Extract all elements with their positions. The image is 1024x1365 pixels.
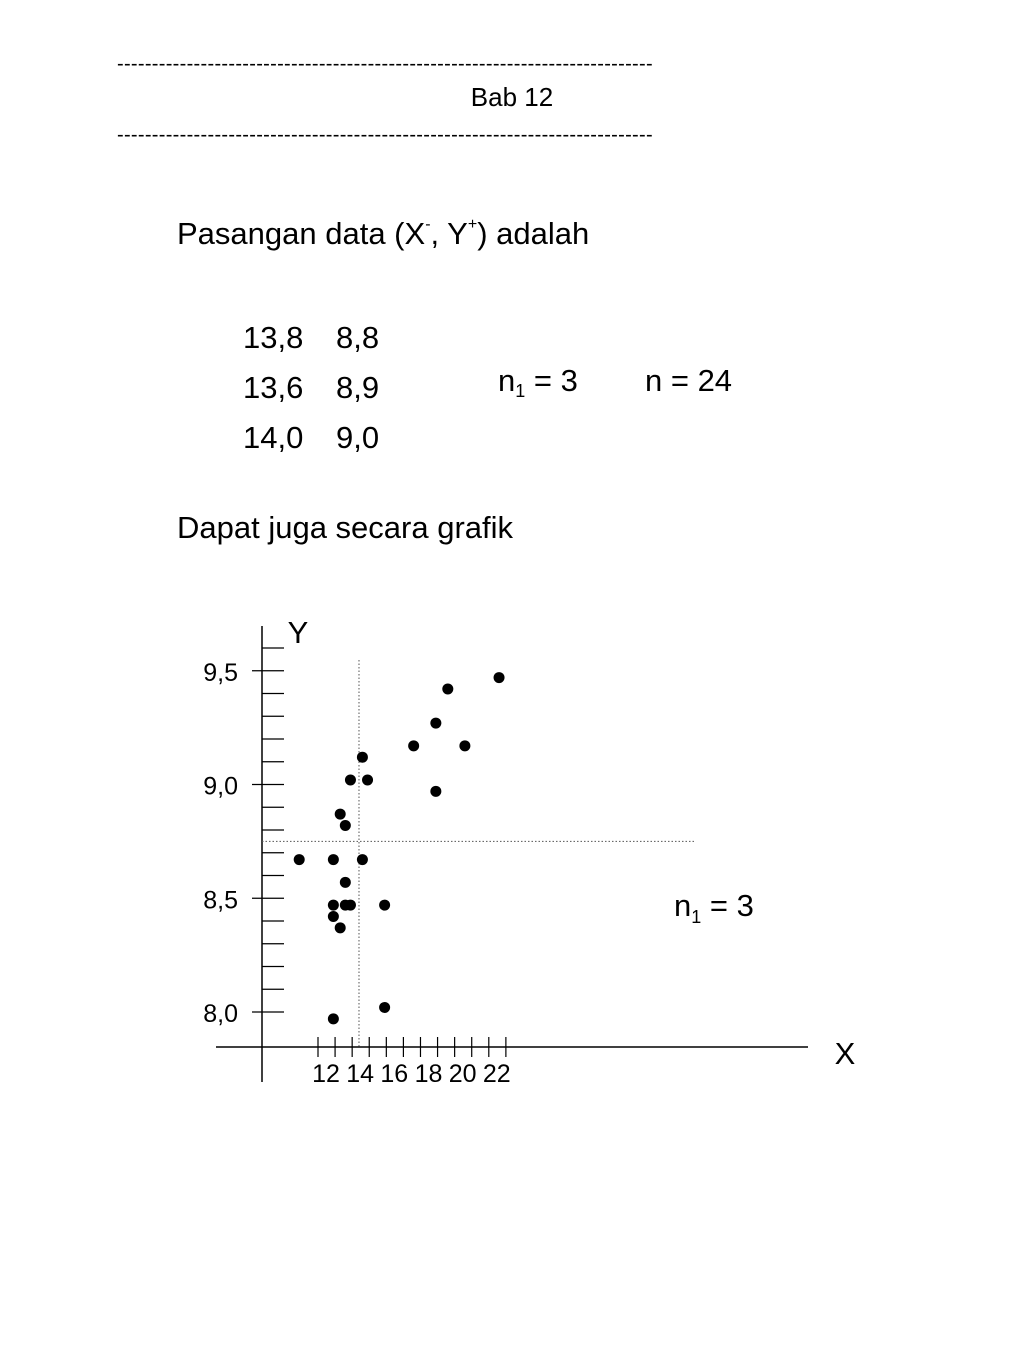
x-tick-label: 22	[483, 1060, 511, 1088]
heading-text-x: Pasangan data (X	[177, 216, 426, 251]
annotation-value: = 3	[701, 888, 754, 923]
pair-row: 14,0 9,0	[243, 413, 379, 463]
data-point	[327, 899, 339, 911]
pair-y: 8,8	[336, 320, 380, 355]
data-point	[379, 899, 391, 911]
data-pairs-list: 13,8 8,8 13,6 8,9 14,0 9,0	[243, 313, 379, 463]
y-axis-label: Y	[288, 615, 309, 650]
data-point	[327, 854, 339, 866]
n1-stat: n1 = 3	[498, 363, 578, 401]
pair-y: 9,0	[336, 420, 380, 455]
annotation-subscript: 1	[691, 907, 701, 927]
data-point	[442, 683, 454, 695]
x-tick-label: 18	[415, 1060, 443, 1088]
n1-letter: n	[498, 363, 516, 398]
x-tick-label: 12	[312, 1060, 340, 1088]
heading-text-end: ) adalah	[477, 216, 590, 251]
data-point	[459, 740, 471, 752]
pair-row: 13,8 8,8	[243, 313, 379, 363]
data-point	[379, 1001, 391, 1013]
x-tick-label: 14	[346, 1060, 374, 1088]
data-point	[430, 785, 442, 797]
x-tick-label: 20	[449, 1060, 477, 1088]
chart-n1-annotation: n1 = 3	[674, 888, 754, 927]
minus-superscript: -	[425, 215, 431, 233]
data-point	[344, 774, 356, 786]
data-point	[356, 751, 368, 763]
annotation-letter: n	[674, 888, 691, 923]
data-point	[344, 899, 356, 911]
n1-subscript: 1	[515, 381, 526, 401]
top-rule: ----------------------------------------…	[117, 53, 653, 75]
data-point	[339, 876, 351, 888]
pair-row: 13,6 8,9	[243, 363, 379, 413]
n-total-stat: n = 24	[645, 363, 733, 398]
data-point	[408, 740, 420, 752]
heading-text-y: , Y	[430, 216, 468, 251]
graph-heading: Dapat juga secara grafik	[177, 510, 514, 545]
data-point	[339, 819, 351, 831]
data-point	[334, 922, 346, 934]
pair-x: 14,0	[243, 420, 304, 455]
y-tick-label: 9,0	[203, 773, 238, 801]
data-point	[493, 672, 505, 684]
chapter-title: Bab 12	[470, 82, 554, 112]
x-axis-label: X	[835, 1036, 856, 1071]
pair-y: 8,9	[336, 370, 380, 405]
pair-x: 13,6	[243, 370, 304, 405]
data-point	[430, 717, 442, 729]
y-tick-label: 8,0	[203, 1000, 238, 1028]
y-tick-label: 8,5	[203, 886, 238, 914]
pair-x: 13,8	[243, 320, 304, 355]
data-point	[327, 1013, 339, 1025]
y-tick-label: 9,5	[203, 659, 238, 687]
data-point	[327, 910, 339, 922]
data-point	[334, 808, 346, 820]
n1-value: = 3	[525, 363, 578, 398]
data-point	[356, 854, 368, 866]
data-point	[362, 774, 374, 786]
data-point	[293, 854, 305, 866]
plus-superscript: +	[467, 215, 478, 233]
pairs-heading: Pasangan data (X-, Y+) adalah	[177, 216, 589, 252]
x-tick-label: 16	[380, 1060, 408, 1088]
bottom-rule: ----------------------------------------…	[117, 124, 653, 146]
